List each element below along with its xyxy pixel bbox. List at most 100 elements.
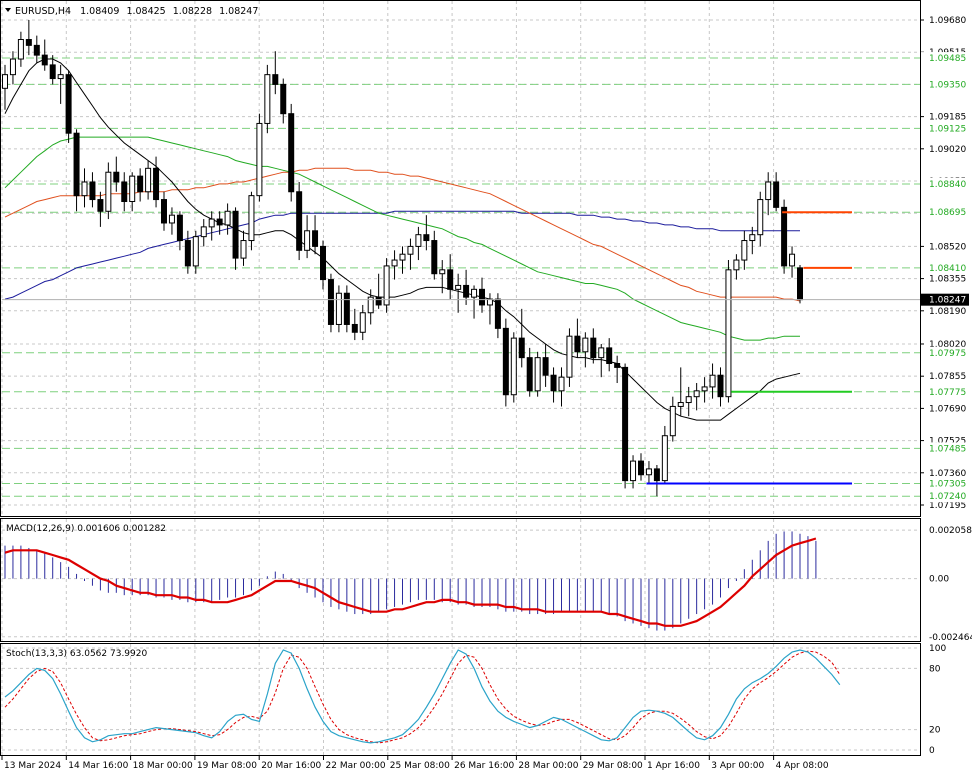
candle-bull — [200, 226, 207, 238]
candle-bull — [685, 396, 692, 404]
price-tick-label: 1.09680 — [929, 16, 966, 26]
stoch-label: Stoch(13,3,3) 63.0562 73.9920 — [6, 649, 147, 659]
candle-bear — [574, 335, 581, 353]
dropdown-triangle-icon[interactable] — [5, 8, 11, 12]
stoch-tick-label: 80 — [929, 664, 941, 674]
candle-bull — [224, 210, 231, 226]
current-price-tag: 1.08247 — [921, 293, 969, 306]
chart-header: EURUSD,H4 1.08409 1.08425 1.08228 1.0824… — [5, 6, 258, 17]
level-label-bg — [921, 52, 969, 65]
stoch-main-line — [4, 649, 841, 744]
level-price-label: 1.07485 — [929, 444, 966, 454]
stoch-axis: 100 80 20 0 — [929, 644, 946, 756]
ma-blue-line — [4, 210, 800, 300]
candle-bear — [773, 181, 780, 208]
candle-bear — [638, 460, 644, 476]
candle-bear — [176, 214, 183, 242]
symbol-label: EURUSD,H4 — [15, 6, 71, 17]
candle-bull — [105, 171, 112, 212]
candle-bear — [49, 64, 56, 80]
level-price-label: 1.08695 — [929, 208, 966, 218]
candle-bull — [582, 337, 589, 353]
low-value: 1.08228 — [173, 6, 212, 17]
candle-bull — [129, 175, 136, 203]
candle-bull — [630, 460, 637, 482]
candle-bull — [399, 253, 406, 261]
level-price-label: 1.07240 — [929, 492, 966, 502]
candle-bear — [89, 181, 96, 201]
candle-bear — [296, 191, 303, 251]
time-tick-label: 26 Mar 16:00 — [454, 761, 514, 771]
candle-bear — [526, 357, 533, 392]
candle-bull — [677, 402, 684, 407]
candle-bear — [73, 132, 80, 197]
horizontal-level-lines[interactable] — [646, 211, 852, 485]
candle-bull — [598, 347, 605, 359]
level-price-label: 1.07775 — [929, 388, 966, 398]
candle-bull — [471, 288, 478, 298]
level-price-label: 1.07305 — [929, 480, 966, 490]
candle-bear — [622, 366, 629, 482]
price-tick-label: 1.08020 — [929, 340, 966, 350]
support-resistance-levels — [2, 57, 920, 497]
level-label-bg — [921, 177, 969, 190]
candle-bull — [486, 298, 493, 306]
candle-bear — [351, 323, 358, 333]
candle-bear — [343, 292, 350, 325]
close-value: 1.08247 — [219, 6, 258, 17]
ma-green-line — [4, 136, 800, 341]
price-tick-label: 1.09020 — [929, 145, 966, 155]
candle-bull — [693, 390, 700, 398]
ma-orange-line — [4, 167, 801, 302]
macd-label: MACD(12,26,9) 0.001606 0.001282 — [6, 524, 166, 534]
candle-bull — [383, 265, 390, 306]
candle-bull — [391, 259, 398, 267]
level-label-bg — [921, 477, 969, 490]
candle-bear — [542, 357, 549, 376]
candle-bull — [455, 284, 462, 290]
candle-bear — [113, 171, 120, 183]
level-price-labels: 1.09485 1.09350 1.09125 1.08840 1.08695 1.084… — [921, 52, 969, 503]
candle-bull — [439, 269, 446, 275]
candle-bear — [717, 374, 724, 398]
time-tick-label: 29 Mar 08:00 — [583, 761, 643, 771]
price-tick-label: 1.07525 — [929, 437, 966, 447]
level-price-label: 1.09350 — [929, 80, 966, 90]
candle-bull — [304, 230, 311, 251]
candlesticks[interactable] — [2, 20, 803, 497]
candle-bull — [17, 39, 24, 60]
candle-bear — [606, 347, 613, 365]
candle-bull — [359, 312, 366, 333]
stoch-tick-label: 20 — [929, 726, 941, 736]
moving-averages — [4, 58, 801, 421]
candle-bull — [566, 335, 573, 378]
price-tick-label: 1.08520 — [929, 242, 966, 252]
time-tick-label: 1 Apr 16:00 — [647, 761, 700, 771]
open-value: 1.08409 — [80, 6, 119, 17]
level-price-label: 1.09125 — [929, 124, 966, 134]
candle-bull — [789, 253, 796, 267]
time-tick-label: 4 Apr 08:00 — [776, 761, 829, 771]
candle-bull — [240, 240, 247, 259]
high-value: 1.08425 — [126, 6, 165, 17]
level-label-bg — [921, 490, 969, 503]
time-tick-label: 3 Apr 00:00 — [711, 761, 764, 771]
time-tick-label: 28 Mar 00:00 — [518, 761, 578, 771]
macd-tick-label: 0.002058 — [929, 526, 972, 536]
candle-bull — [256, 122, 263, 197]
candle-bear — [590, 337, 597, 359]
macd-tick-label: -0.002464 — [929, 633, 972, 643]
candle-bear — [232, 210, 239, 259]
macd-axis: 0.002058 0.00 -0.002464 — [929, 526, 972, 643]
level-label-bg — [921, 442, 969, 455]
candle-bear — [312, 230, 319, 247]
candle-bull — [534, 357, 541, 392]
macd-tick-label: 0.00 — [929, 575, 949, 585]
candle-bear — [33, 44, 40, 56]
candle-bull — [725, 269, 732, 398]
candle-bear — [494, 298, 501, 329]
candle-bull — [415, 234, 422, 247]
level-label-bg — [921, 385, 969, 398]
level-label-bg — [921, 261, 969, 274]
